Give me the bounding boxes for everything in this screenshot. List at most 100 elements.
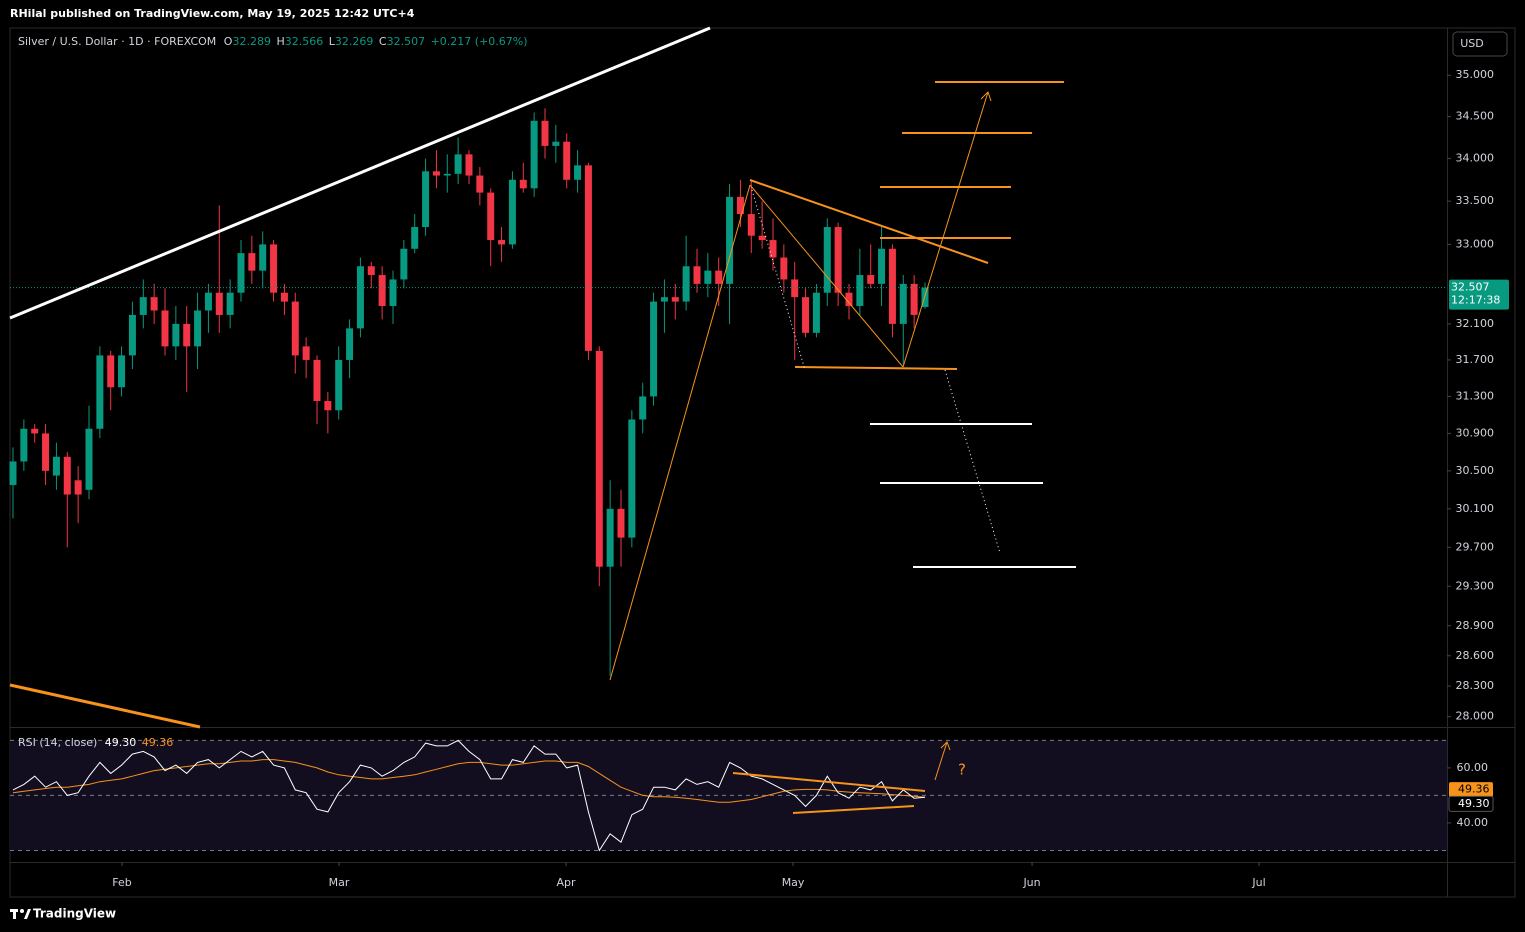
rsi-trendline — [792, 805, 915, 814]
trendline — [609, 184, 751, 681]
candle-body — [42, 433, 50, 471]
candle-body — [172, 323, 180, 347]
y-tick-label: 28.300 — [1456, 679, 1495, 692]
countdown: 12:17:38 — [1451, 294, 1500, 307]
candle-body — [194, 310, 202, 347]
y-tick-label: 29.700 — [1456, 540, 1495, 553]
candle-body — [769, 240, 777, 258]
candle-body — [335, 359, 343, 411]
rsi-ma-tag-label: 49.36 — [1458, 783, 1490, 796]
candle-body — [584, 165, 592, 351]
candle-body — [389, 279, 397, 307]
publisher-line: RHilal published on TradingView.com, May… — [10, 7, 415, 20]
candle-body — [302, 346, 310, 360]
candle-body — [563, 141, 571, 180]
rsi-line — [12, 739, 926, 852]
ohlc-value: 32.566 — [285, 35, 324, 48]
candle-body — [324, 401, 332, 411]
candle-body — [118, 355, 126, 388]
y-tick-label: 28.900 — [1456, 619, 1495, 632]
y-tick-label: 31.300 — [1456, 389, 1495, 402]
arrow — [934, 741, 948, 781]
candle-body — [183, 323, 191, 347]
candle-body — [856, 275, 864, 307]
y-tick-label: 30.900 — [1456, 426, 1495, 439]
candle-body — [628, 419, 636, 538]
candle-body — [845, 292, 853, 307]
candle-body — [671, 297, 679, 302]
rsi-title: RSI (14, close) — [18, 736, 97, 749]
ohlc-label: C — [379, 35, 387, 48]
candle-body — [823, 227, 831, 293]
rsi-ma-value: 49.36 — [142, 736, 174, 749]
candle-body — [52, 456, 60, 476]
candle-body — [346, 328, 354, 360]
rsi-trendline — [732, 772, 926, 792]
candle-body — [899, 283, 907, 324]
candle-body — [530, 120, 538, 189]
y-tick-label: 29.300 — [1456, 579, 1495, 592]
candle-body — [150, 297, 158, 311]
trendline — [9, 26, 711, 320]
candle-body — [910, 283, 918, 315]
y-tick-label: 30.500 — [1456, 464, 1495, 477]
candle-body — [660, 297, 668, 302]
candle-body — [367, 266, 375, 276]
candle-body — [85, 428, 93, 490]
candle-body — [9, 461, 17, 486]
y-tick-label: 34.000 — [1456, 152, 1495, 165]
currency-label[interactable]: USD — [1460, 37, 1484, 50]
candle-body — [31, 428, 39, 434]
candle-body — [780, 257, 788, 280]
y-tick-label: 34.500 — [1456, 110, 1495, 123]
ohlc-value: 32.507 — [387, 35, 426, 48]
rsi-tag — [1448, 795, 1494, 812]
rsi-line — [12, 759, 926, 803]
x-tick-label: Feb — [112, 876, 131, 889]
rsi-tag-label: 49.30 — [1458, 797, 1490, 810]
candle-body — [476, 175, 484, 193]
logo-part — [20, 909, 24, 913]
x-tick-label: May — [782, 876, 805, 889]
candle-body — [454, 154, 462, 174]
currency-button[interactable] — [1452, 31, 1508, 57]
ohlc-value: 32.289 — [232, 35, 271, 48]
candle-body — [63, 456, 71, 495]
candle-body — [443, 173, 451, 176]
ohlc-label: O — [224, 35, 233, 48]
candle-body — [270, 244, 278, 293]
y-tick-label: 33.500 — [1456, 194, 1495, 207]
arrow-head — [940, 741, 951, 751]
candle-body — [498, 240, 506, 245]
y-tick-label: 33.000 — [1456, 237, 1495, 250]
candle-body — [432, 171, 440, 176]
dotted-path — [751, 189, 806, 371]
logo-part — [24, 909, 31, 919]
drawings — [9, 26, 1076, 814]
candle-body — [487, 192, 495, 241]
candle-body — [574, 165, 582, 180]
candle-body — [74, 480, 82, 495]
candle-body — [519, 179, 527, 189]
ohlc-label: L — [329, 35, 336, 48]
ohlc-value: 32.269 — [335, 35, 374, 48]
candle-body — [888, 248, 896, 324]
y-tick-label: 32.100 — [1456, 317, 1495, 330]
y-tick-label: 28.600 — [1456, 649, 1495, 662]
logo-part — [13, 909, 16, 919]
candle-body — [758, 235, 766, 241]
candle-body — [693, 266, 701, 284]
candle-body — [400, 248, 408, 280]
candle-body — [747, 214, 755, 236]
arrow-head — [980, 91, 992, 102]
candle-body — [812, 292, 820, 333]
candle-body — [96, 355, 104, 429]
candle-body — [411, 227, 419, 249]
last-price-tag — [1449, 279, 1509, 310]
trendline — [9, 683, 201, 729]
candle-body — [313, 359, 321, 402]
candle-body — [161, 310, 169, 347]
candle-body — [715, 270, 723, 284]
candle-body — [617, 508, 625, 538]
